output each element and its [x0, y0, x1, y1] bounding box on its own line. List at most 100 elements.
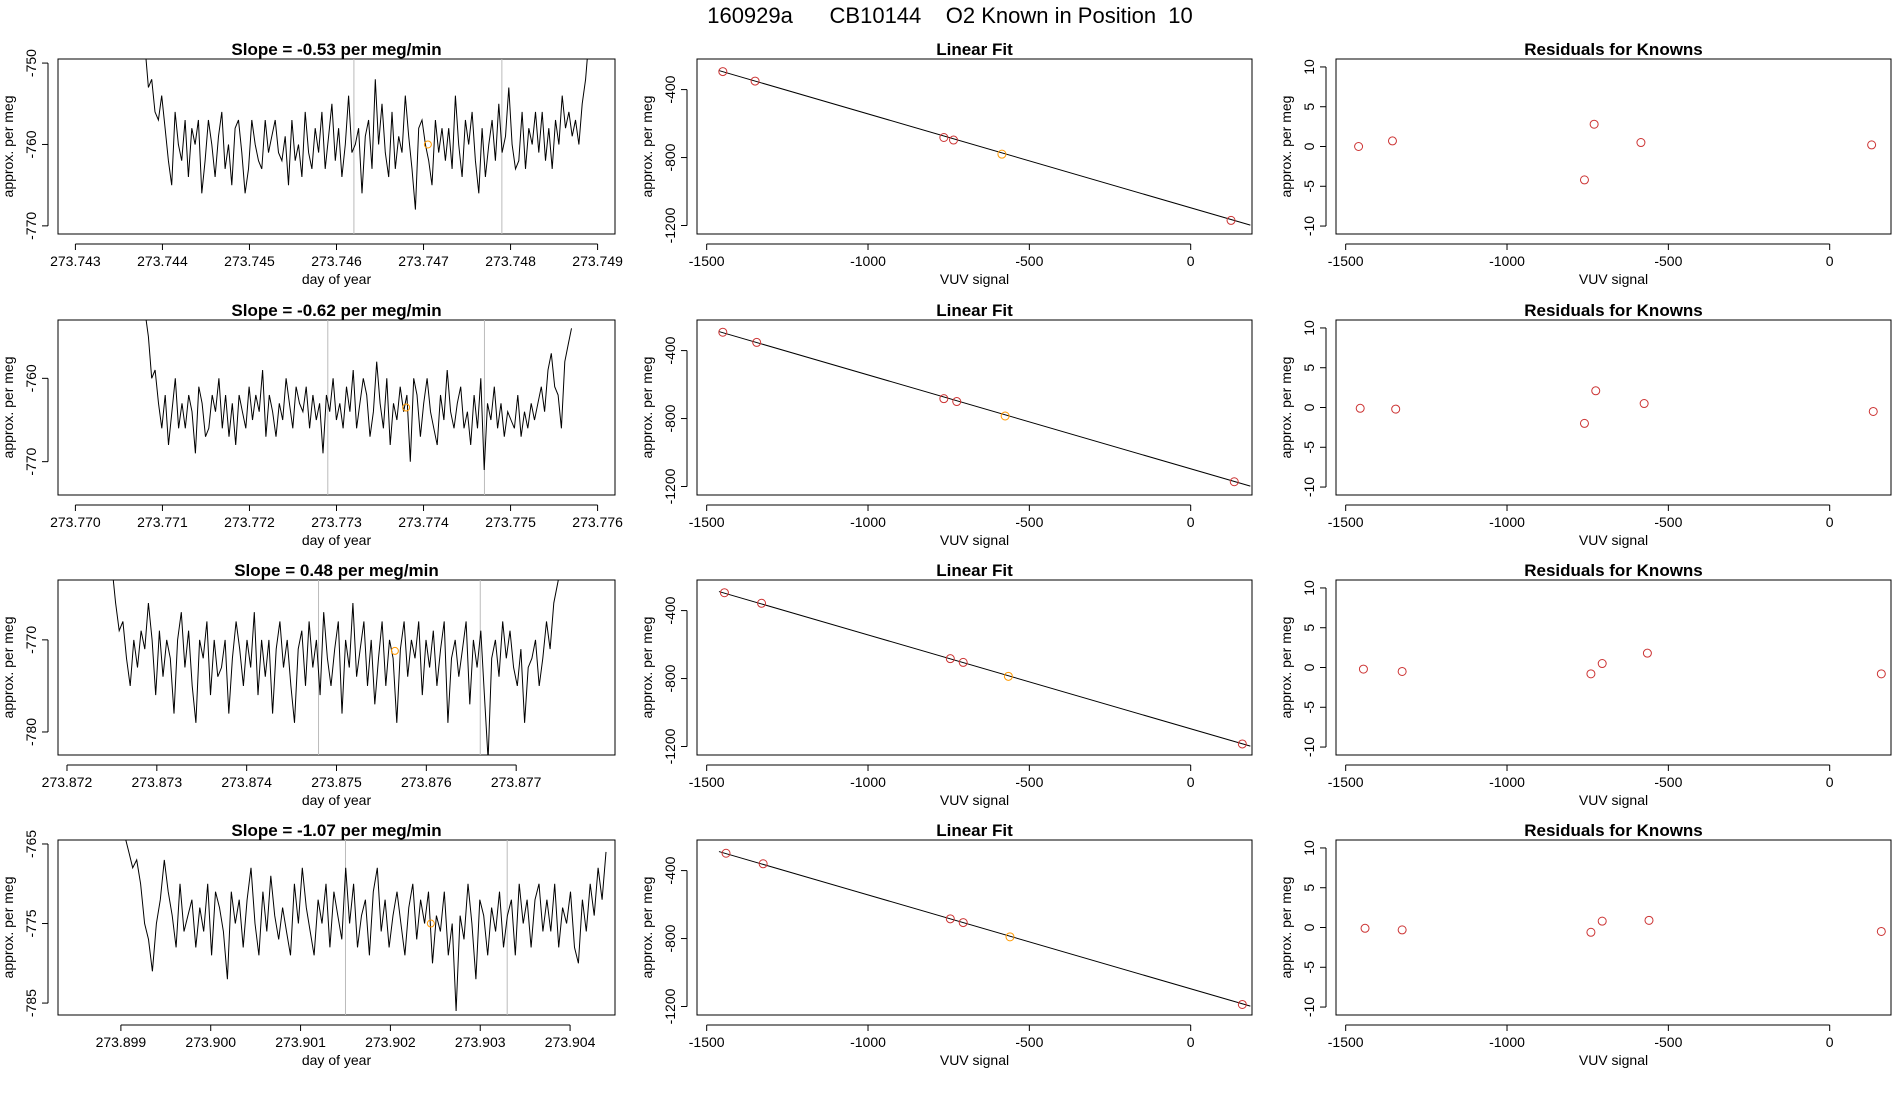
- plot-area: [718, 67, 1251, 226]
- x-tick-label: -1000: [1489, 1034, 1525, 1050]
- data-point: [1229, 477, 1239, 487]
- chart-panel: Residuals for Knowns -1500 -1000 -500 0 VUV s…: [1278, 561, 1892, 808]
- y-axis-label: approx. per meg: [0, 877, 16, 979]
- y-tick-label: -1200: [662, 988, 678, 1024]
- y-tick-label: -10: [1301, 997, 1317, 1017]
- chart-panel: Slope = -0.62 per meg/min 273.770 273.771 2…: [0, 301, 623, 548]
- plot-area: [1354, 119, 1877, 185]
- data-point: [1360, 923, 1370, 933]
- y-axis-label: approx. per meg: [639, 357, 655, 459]
- x-tick-label: -1000: [1489, 253, 1525, 269]
- y-tick-label: -770: [23, 626, 39, 654]
- chart-panel: Linear Fit -1500 -1000 -500 0 VUV signal -400 -…: [639, 561, 1253, 808]
- chart-panel: Slope = -1.07 per meg/min 273.899 273.900 2…: [0, 821, 616, 1068]
- y-tick-label: -400: [662, 75, 678, 103]
- y-tick-label: -750: [23, 49, 39, 77]
- x-tick-label: -1500: [689, 253, 725, 269]
- x-tick-label: -1500: [1328, 1034, 1364, 1050]
- y-tick-label: -5: [1301, 180, 1317, 193]
- plot-area: [125, 840, 607, 1015]
- highlight-point: [426, 919, 435, 928]
- chart-panel: Residuals for Knowns -1500 -1000 -500 0 VUV s…: [1278, 821, 1892, 1068]
- y-tick-label: 5: [1301, 364, 1317, 372]
- x-tick-label: 0: [1826, 514, 1834, 530]
- data-point: [945, 914, 955, 924]
- x-tick-label: -1500: [1328, 774, 1364, 790]
- x-tick-label: -1500: [689, 1034, 725, 1050]
- x-tick-label: 273.904: [545, 1034, 596, 1050]
- fit-line: [718, 851, 1251, 1007]
- chart-title: Slope = -0.53 per meg/min: [231, 40, 441, 59]
- plot-frame: [57, 839, 616, 1016]
- x-tick-label: -1500: [689, 514, 725, 530]
- x-tick-label: -1000: [850, 774, 886, 790]
- y-tick-label: 10: [1301, 320, 1317, 336]
- y-axis-label: approx. per meg: [1278, 877, 1294, 979]
- plot-frame: [57, 58, 616, 235]
- x-tick-label: -1000: [1489, 774, 1525, 790]
- x-axis-label: VUV signal: [1579, 1052, 1648, 1068]
- x-axis-label: VUV signal: [1579, 532, 1648, 548]
- x-tick-label: -1000: [850, 514, 886, 530]
- y-tick-label: -400: [662, 856, 678, 884]
- highlight-point: [997, 149, 1007, 159]
- y-tick-label: -1200: [662, 728, 678, 764]
- plot-area: [145, 320, 572, 495]
- data-point: [1868, 406, 1878, 416]
- x-tick-label: 0: [1187, 1034, 1195, 1050]
- y-axis-label: approx. per meg: [1278, 96, 1294, 198]
- x-tick-label: 273.745: [224, 253, 275, 269]
- chart-title: Linear Fit: [936, 821, 1013, 840]
- y-tick-label: -770: [23, 447, 39, 475]
- data-point: [1591, 386, 1601, 396]
- plot-area: [1355, 386, 1878, 428]
- plot-frame: [57, 319, 616, 496]
- x-tick-label: -1500: [1328, 253, 1364, 269]
- plot-area: [718, 588, 1251, 749]
- plot-frame: [696, 839, 1253, 1016]
- plot-frame: [696, 579, 1253, 756]
- data-point: [1867, 140, 1877, 150]
- y-tick-label: -400: [662, 596, 678, 624]
- chart-title: Slope = -0.62 per meg/min: [231, 301, 441, 320]
- y-tick-label: 5: [1301, 884, 1317, 892]
- chart-title: Slope = -1.07 per meg/min: [231, 821, 441, 840]
- x-axis-label: VUV signal: [940, 792, 1009, 808]
- x-tick-label: 273.873: [132, 774, 183, 790]
- chart-title: Linear Fit: [936, 561, 1013, 580]
- x-tick-label: 273.902: [365, 1034, 416, 1050]
- x-tick-label: 273.877: [491, 774, 542, 790]
- x-tick-label: 0: [1187, 514, 1195, 530]
- highlight-point: [1005, 932, 1015, 942]
- chart-panel: Linear Fit -1500 -1000 -500 0 VUV signal -400 -…: [639, 40, 1253, 287]
- x-tick-label: 273.876: [401, 774, 452, 790]
- y-tick-label: 0: [1301, 663, 1317, 671]
- y-tick-label: -5: [1301, 961, 1317, 974]
- y-axis-label: approx. per meg: [1278, 357, 1294, 459]
- x-tick-label: -500: [1654, 1034, 1682, 1050]
- x-tick-label: 273.874: [221, 774, 272, 790]
- x-tick-label: 273.899: [96, 1034, 147, 1050]
- x-tick-label: -1500: [1328, 514, 1364, 530]
- chart-title: Linear Fit: [936, 40, 1013, 59]
- data-point: [1579, 418, 1589, 428]
- data-point: [1355, 403, 1365, 413]
- chart-panel: Residuals for Knowns -1500 -1000 -500 0 VUV s…: [1278, 40, 1892, 287]
- data-point: [1586, 669, 1596, 679]
- y-tick-label: 5: [1301, 103, 1317, 111]
- data-point: [939, 132, 949, 142]
- x-tick-label: 273.901: [275, 1034, 326, 1050]
- x-tick-label: 273.875: [311, 774, 362, 790]
- y-tick-label: -800: [662, 664, 678, 692]
- data-point: [1387, 136, 1397, 146]
- chart-title: Linear Fit: [936, 301, 1013, 320]
- plot-frame: [1335, 58, 1892, 235]
- series-line: [145, 59, 588, 210]
- plot-area: [1360, 915, 1886, 937]
- y-tick-label: -400: [662, 336, 678, 364]
- y-tick-label: -770: [23, 212, 39, 240]
- y-tick-label: -800: [662, 404, 678, 432]
- data-point: [1639, 399, 1649, 409]
- y-tick-label: -5: [1301, 441, 1317, 454]
- series-line: [145, 320, 572, 471]
